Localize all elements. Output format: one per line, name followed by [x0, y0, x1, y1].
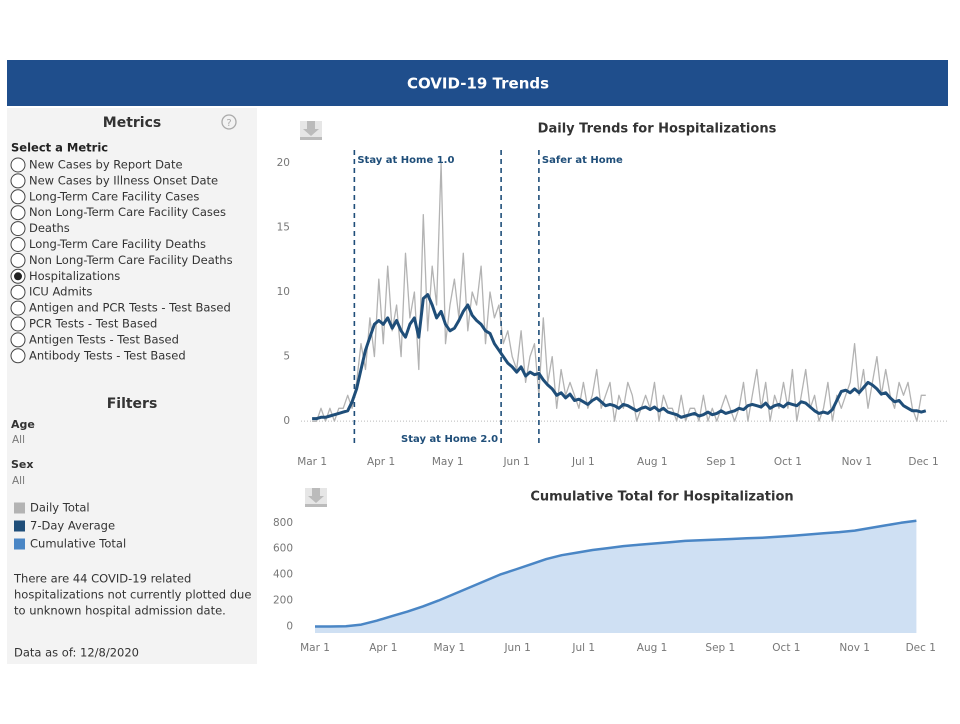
x-tick-label: Nov 1 [839, 642, 870, 654]
download-base[interactable] [300, 137, 322, 140]
x-tick-label: Jul 1 [571, 456, 595, 468]
filter-label: Sex [11, 458, 33, 471]
x-tick-label: Oct 1 [772, 642, 800, 654]
radio-button[interactable] [10, 284, 26, 300]
radio-dot[interactable] [14, 272, 22, 281]
x-tick-label: Oct 1 [774, 456, 802, 468]
x-tick-label: Aug 1 [637, 456, 668, 468]
filters-title: Filters [107, 396, 158, 412]
legend-swatch [14, 520, 25, 532]
metric-option[interactable]: Non Long-Term Care Facility Cases [29, 205, 226, 219]
y-tick-label: 20 [277, 157, 290, 169]
x-tick-label: Apr 1 [367, 456, 395, 468]
radio-button[interactable] [10, 348, 26, 364]
y-tick-label: 200 [273, 595, 293, 607]
y-tick-label: 0 [283, 415, 290, 427]
metric-label: Select a Metric [11, 141, 108, 155]
x-tick-label: Mar 1 [297, 456, 327, 468]
metric-option[interactable]: New Cases by Report Date [29, 158, 183, 172]
chart-title: Daily Trends for Hospitalizations [538, 122, 777, 137]
metric-option[interactable]: New Cases by Illness Onset Date [29, 173, 218, 187]
metric-option[interactable]: Long-Term Care Facility Deaths [29, 237, 206, 251]
line [312, 293, 927, 421]
x-tick-label: Nov 1 [842, 456, 873, 468]
x-tick-label: Mar 1 [300, 642, 330, 654]
x-tick-label: Apr 1 [369, 642, 397, 654]
legend-label: Daily Total [30, 501, 90, 515]
y-tick-label: 10 [277, 286, 290, 298]
metrics-title: Metrics [103, 115, 161, 131]
metric-option[interactable]: Non Long-Term Care Facility Deaths [29, 253, 233, 267]
filter-value[interactable]: All [12, 434, 25, 446]
header-bar [7, 60, 948, 106]
header-title: COVID-19 Trends [407, 75, 549, 93]
radio-button[interactable] [10, 316, 26, 332]
legend-label: 7-Day Average [30, 519, 115, 533]
annotation-label: Stay at Home 1.0 [357, 155, 454, 166]
y-tick-label: 600 [273, 543, 293, 555]
annotation-label: Stay at Home 2.0 [401, 434, 498, 445]
y-tick-label: 15 [277, 221, 290, 233]
note-line: to unknown hospital admission date. [14, 604, 226, 618]
radio-button[interactable] [10, 173, 26, 189]
metric-option[interactable]: Hospitalizations [29, 269, 120, 283]
x-tick-label: Sep 1 [706, 456, 736, 468]
y-tick-label: 0 [286, 621, 293, 633]
sidebar [7, 108, 257, 664]
legend: Daily Total 7-Day Average Cumulative Total [14, 501, 126, 551]
note-line: hospitalizations not currently plotted d… [14, 588, 251, 602]
radio-button[interactable] [10, 221, 26, 237]
chart-title: Cumulative Total for Hospitalization [530, 490, 793, 505]
metric-option[interactable]: ICU Admits [29, 285, 92, 299]
download-icon[interactable] [305, 488, 327, 507]
area-line [315, 519, 917, 628]
y-tick-label: 800 [273, 517, 293, 529]
filter-value[interactable]: All [12, 475, 25, 487]
x-tick-label: Dec 1 [908, 456, 938, 468]
filter-label: Age [11, 418, 35, 431]
radio-button[interactable] [10, 157, 26, 173]
annotation-label: Safer at Home [542, 155, 623, 166]
x-tick-label: Jun 1 [503, 642, 530, 654]
legend-swatch [14, 502, 25, 514]
note-line: There are 44 COVID-19 related [13, 572, 191, 586]
x-tick-label: Jul 1 [571, 642, 595, 654]
metric-option[interactable]: Antigen and PCR Tests - Test Based [29, 301, 231, 315]
x-tick-label: Dec 1 [906, 642, 936, 654]
metric-option[interactable]: Antibody Tests - Test Based [29, 348, 186, 362]
radio-button[interactable] [10, 189, 26, 205]
help-mark[interactable]: ? [226, 118, 231, 129]
download-base[interactable] [305, 504, 327, 507]
area [315, 520, 917, 633]
x-tick-label: Sep 1 [705, 642, 735, 654]
x-tick-label: May 1 [434, 642, 466, 654]
radio-button[interactable] [10, 252, 26, 268]
help-icon[interactable]: ? [221, 114, 237, 130]
radio-button[interactable] [10, 205, 26, 221]
x-tick-label: May 1 [432, 456, 464, 468]
y-tick-label: 5 [283, 351, 290, 363]
line [312, 162, 926, 422]
metric-option[interactable]: Deaths [29, 221, 70, 235]
data-date: Data as of: 12/8/2020 [14, 646, 139, 660]
x-tick-label: Jun 1 [502, 456, 529, 468]
radio-button[interactable] [10, 332, 26, 348]
metric-option[interactable]: Antigen Tests - Test Based [29, 332, 179, 346]
download-icon[interactable] [300, 121, 322, 140]
radio-button[interactable] [10, 237, 26, 252]
metric-option[interactable]: Long-Term Care Facility Cases [29, 189, 199, 203]
metric-option[interactable]: PCR Tests - Test Based [29, 317, 157, 331]
download-arrow[interactable] [303, 121, 319, 136]
legend-label: Cumulative Total [30, 537, 126, 551]
y-tick-label: 400 [273, 569, 293, 581]
help-circle[interactable] [221, 114, 237, 130]
download-arrow[interactable] [308, 488, 324, 503]
radio-button[interactable] [10, 300, 26, 316]
x-tick-label: Aug 1 [637, 642, 668, 654]
legend-swatch [14, 538, 25, 550]
